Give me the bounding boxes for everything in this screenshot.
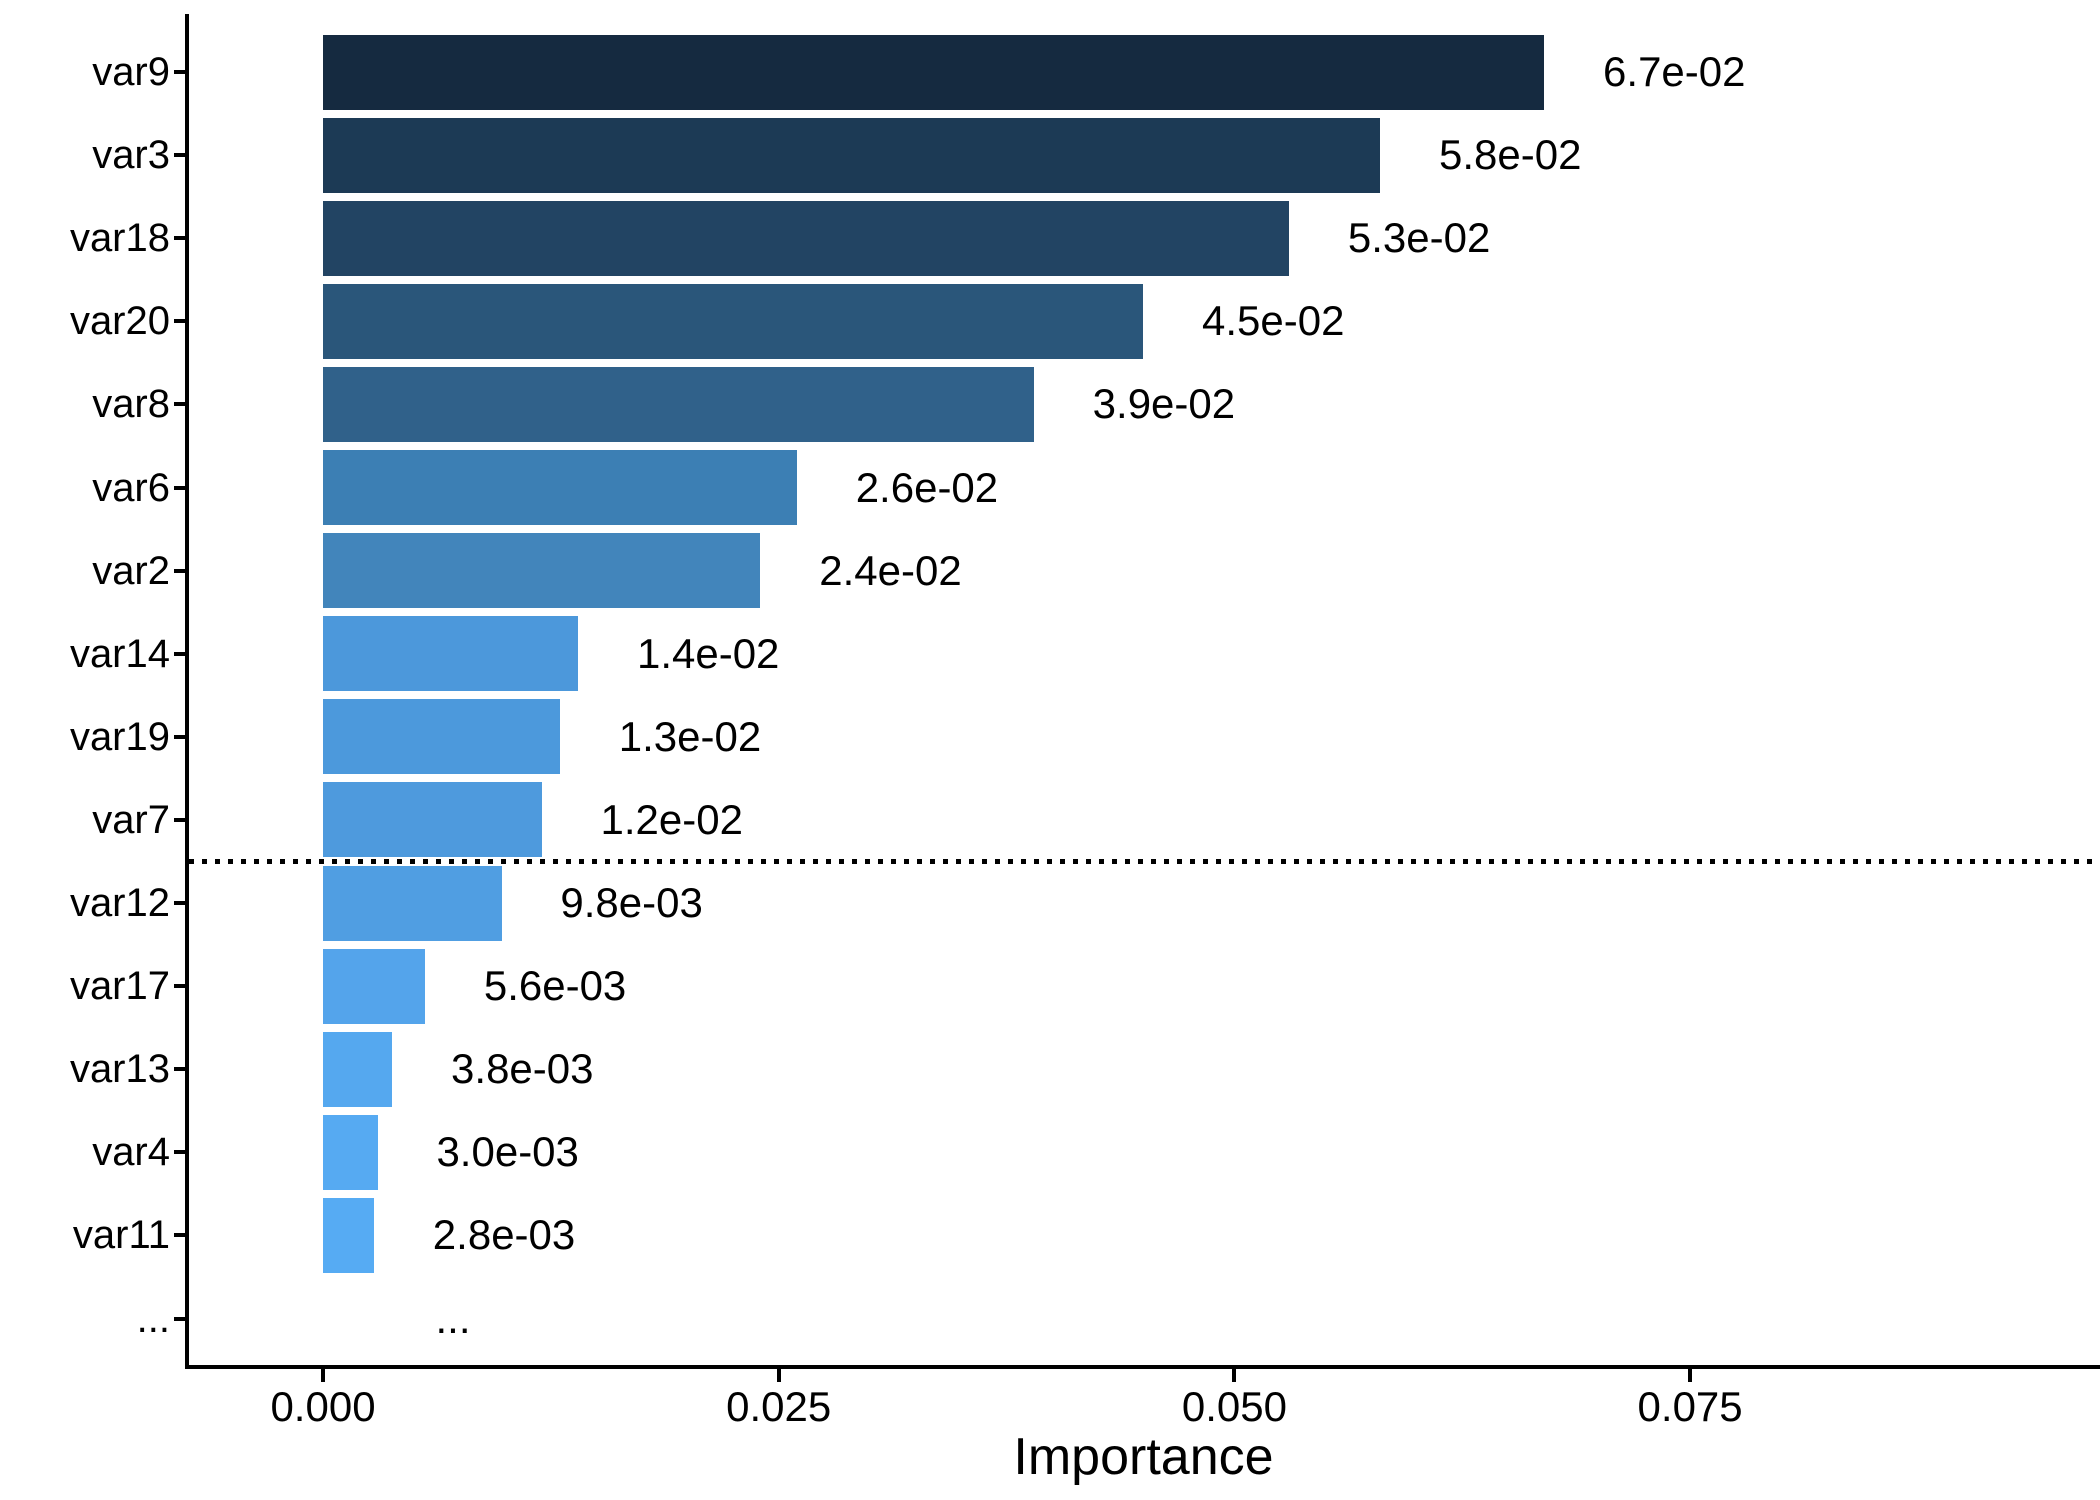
value-label: 4.5e-02 [1202,297,1345,345]
value-label: 1.3e-02 [618,712,762,760]
y-axis-label: ... [136,1296,170,1341]
value-label: ... [435,1294,471,1342]
bar [323,1114,378,1190]
bar [323,34,1545,110]
bar [323,865,502,941]
value-label: 2.4e-02 [819,546,962,594]
x-axis-tick [1232,1369,1237,1382]
x-axis-tick [1688,1369,1693,1382]
x-axis-title: Importance [1013,1428,1274,1486]
y-axis-label: var9 [92,50,170,94]
y-axis-tick [174,817,187,822]
y-axis-label: var13 [69,1047,170,1092]
y-axis-tick [174,485,187,490]
y-axis-tick [174,70,187,74]
y-axis-tick [174,651,187,656]
value-label: 3.0e-03 [436,1128,579,1176]
value-label: 5.6e-03 [483,962,627,1010]
value-label: 5.8e-02 [1438,131,1582,179]
y-axis-tick [174,1316,187,1321]
x-axis-tick-label: 0.050 [1181,1383,1287,1430]
bar [323,1031,393,1107]
value-label: 5.3e-02 [1347,214,1491,262]
y-axis-label: var12 [69,881,170,925]
y-axis-label: var3 [92,133,170,178]
y-axis-line [185,14,189,1369]
value-label: 1.2e-02 [600,795,743,843]
y-axis-label: var8 [92,382,170,427]
y-axis-label: var6 [92,465,170,510]
value-label: 6.7e-02 [1603,48,1746,95]
value-label: 1.4e-02 [636,629,780,677]
y-axis-label: var14 [69,631,170,676]
x-axis-tick-label: 0.075 [1637,1383,1743,1430]
y-axis-label: var2 [92,548,170,593]
y-axis-tick [174,402,187,407]
bar [323,782,542,858]
y-axis-label: var7 [92,797,170,842]
x-axis-line [185,1365,2100,1369]
value-label: 9.8e-03 [560,879,703,926]
y-axis-label: var17 [69,964,170,1009]
y-axis-label: var11 [72,1213,170,1258]
value-label: 3.9e-02 [1092,380,1236,428]
x-axis-tick [776,1369,781,1382]
y-axis-label: var19 [69,714,170,759]
value-label: 3.8e-03 [451,1045,594,1093]
threshold-dotted-line [189,858,2100,864]
value-label: 2.8e-03 [432,1211,576,1259]
bar [323,366,1034,442]
y-axis-label: var4 [92,1130,170,1175]
bar [323,616,579,692]
y-axis-tick [174,568,187,573]
y-axis-tick [174,1067,187,1072]
y-axis-label: var20 [69,299,170,344]
bar [323,283,1144,359]
y-axis-tick [174,319,187,324]
y-axis-tick [174,1233,187,1238]
x-axis-tick-label: 0.025 [726,1383,832,1430]
bar [323,117,1381,193]
bar [323,699,560,775]
y-axis-tick [174,734,187,739]
value-label: 2.6e-02 [855,463,999,511]
x-axis-tick [321,1369,325,1382]
y-axis-tick [174,153,187,158]
bar [323,200,1290,276]
y-axis-tick [174,901,187,905]
y-axis-tick [174,236,187,241]
bar [323,533,761,609]
bar [323,948,426,1024]
x-axis-tick-label: 0.000 [270,1383,376,1430]
bar [323,1197,375,1273]
y-axis-tick [174,1150,187,1155]
y-axis-tick [174,984,187,989]
bar [323,450,797,525]
y-axis-label: var18 [69,216,170,261]
